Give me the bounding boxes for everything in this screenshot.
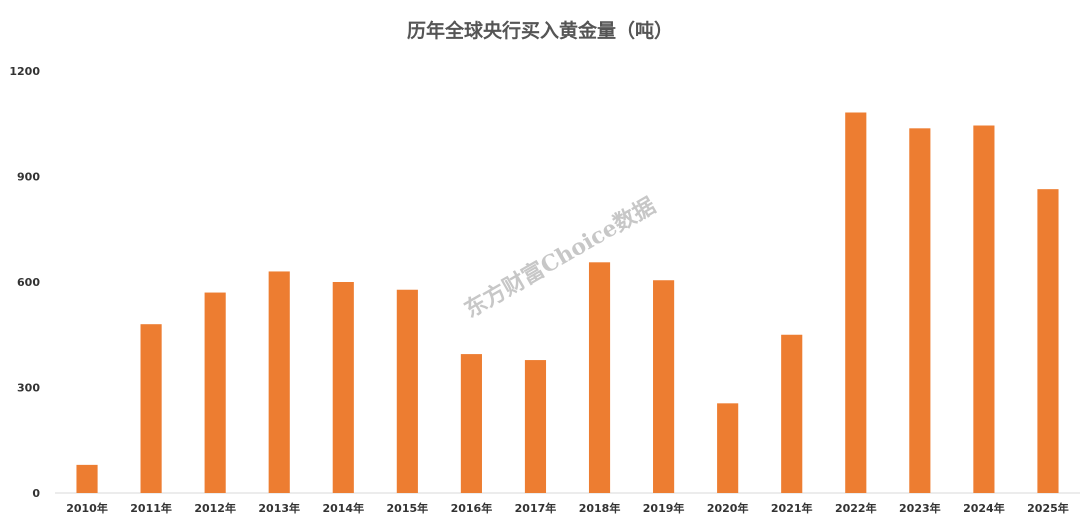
bar bbox=[524, 360, 547, 493]
y-tick-label: 900 bbox=[17, 171, 40, 184]
x-tick-label: 2024年 bbox=[963, 501, 1005, 515]
x-tick-label: 2010年 bbox=[66, 501, 108, 515]
bar bbox=[1037, 189, 1059, 493]
bar bbox=[204, 292, 226, 493]
bar bbox=[653, 280, 675, 493]
bar bbox=[909, 128, 931, 494]
bars bbox=[76, 112, 1059, 494]
bar bbox=[973, 125, 995, 493]
y-tick-label: 300 bbox=[17, 382, 40, 395]
y-tick-label: 600 bbox=[17, 276, 40, 289]
bar bbox=[845, 112, 867, 493]
y-tick-label: 0 bbox=[32, 487, 40, 500]
x-tick-label: 2013年 bbox=[258, 501, 300, 515]
bar bbox=[588, 262, 611, 493]
x-tick-label: 2022年 bbox=[835, 501, 877, 515]
x-tick-label: 2023年 bbox=[899, 501, 941, 515]
bar bbox=[460, 354, 482, 493]
x-tick-label: 2018年 bbox=[579, 501, 621, 515]
bar bbox=[396, 289, 418, 493]
x-tick-label: 2020年 bbox=[707, 501, 749, 515]
x-tick-label: 2014年 bbox=[322, 501, 364, 515]
y-tick-label: 1200 bbox=[9, 65, 40, 78]
x-tick-label: 2011年 bbox=[130, 501, 172, 515]
bar bbox=[268, 271, 290, 493]
x-axis-ticks: 2010年 2011年 2012年 2013年 2014年 2015年 2016年 2017年… bbox=[66, 501, 1069, 515]
bar bbox=[781, 334, 803, 493]
x-tick-label: 2016年 bbox=[451, 501, 493, 515]
x-tick-label: 2017年 bbox=[515, 501, 557, 515]
bar bbox=[76, 464, 98, 493]
x-tick-label: 2012年 bbox=[194, 501, 236, 515]
x-tick-label: 2015年 bbox=[387, 501, 429, 515]
y-axis-ticks: 0 300 600 900 1200 bbox=[9, 65, 40, 500]
watermark: 东方财富Choice数据 bbox=[460, 193, 660, 323]
bar bbox=[332, 282, 354, 493]
x-tick-label: 2025年 bbox=[1027, 501, 1069, 515]
x-tick-label: 2021年 bbox=[771, 501, 813, 515]
bar bbox=[717, 403, 739, 493]
bar bbox=[140, 324, 162, 493]
x-tick-label: 2019年 bbox=[643, 501, 685, 515]
chart-title: 历年全球央行买入黄金量（吨） bbox=[407, 19, 673, 42]
